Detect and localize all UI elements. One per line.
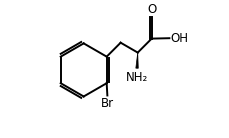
Text: O: O (147, 3, 156, 16)
Text: Br: Br (100, 97, 113, 110)
Polygon shape (135, 53, 138, 68)
Text: OH: OH (169, 32, 187, 45)
Text: NH₂: NH₂ (125, 71, 147, 84)
